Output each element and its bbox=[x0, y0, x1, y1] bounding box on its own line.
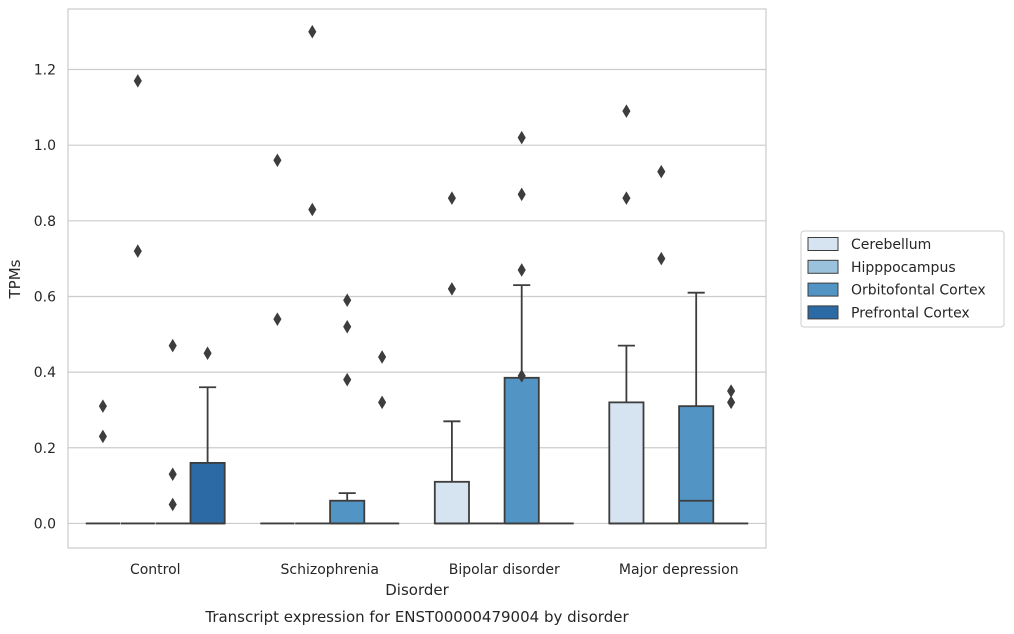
y-tick-label: 0.2 bbox=[34, 441, 56, 457]
legend-swatch bbox=[807, 259, 839, 274]
box-body bbox=[329, 499, 366, 525]
box-0-3 bbox=[189, 386, 226, 525]
x-axis-tick-labels: Control Schizophrenia Bipolar disorder Majo… bbox=[130, 562, 739, 578]
outlier-point bbox=[168, 338, 177, 353]
y-axis-title: TPMs bbox=[6, 259, 24, 299]
outliers bbox=[98, 24, 736, 512]
y-tick-label: 1.2 bbox=[34, 63, 56, 79]
outlier-point bbox=[98, 429, 107, 444]
legend-swatch bbox=[807, 305, 839, 320]
outlier-point bbox=[517, 369, 526, 383]
x-axis-title: Disorder bbox=[385, 581, 449, 599]
x-tick-label: Schizophrenia bbox=[281, 562, 379, 578]
outlier-point bbox=[727, 384, 736, 398]
outlier-point bbox=[517, 187, 526, 202]
y-tick-label: 1.0 bbox=[34, 138, 56, 154]
outlier-point bbox=[273, 312, 282, 326]
legend-label: Cerebellum bbox=[851, 237, 931, 253]
x-tick-label: Bipolar disorder bbox=[449, 562, 560, 578]
outlier-point bbox=[378, 350, 387, 364]
outlier-point bbox=[168, 497, 177, 512]
legend-label: Hipppocampus bbox=[851, 260, 956, 276]
legend-label: Orbitofontal Cortex bbox=[851, 283, 986, 299]
outlier-point bbox=[203, 346, 212, 360]
outlier-point bbox=[657, 251, 666, 266]
outlier-point bbox=[343, 293, 352, 308]
y-tick-label: 0.0 bbox=[34, 516, 56, 532]
outlier-point bbox=[133, 74, 142, 88]
y-tick-label: 0.4 bbox=[34, 365, 56, 381]
box-body bbox=[433, 480, 470, 525]
box-2-2 bbox=[503, 284, 540, 525]
outlier-point bbox=[308, 24, 317, 39]
outlier-point bbox=[98, 399, 107, 413]
box-body bbox=[608, 401, 645, 525]
y-tick-label: 0.8 bbox=[34, 214, 56, 230]
outlier-point bbox=[133, 244, 142, 258]
grid-lines bbox=[68, 68, 766, 525]
outlier-point bbox=[622, 104, 631, 118]
plot-frame bbox=[67, 8, 767, 549]
box-1-2 bbox=[329, 492, 366, 525]
boxes bbox=[85, 284, 749, 525]
legend-swatch bbox=[807, 282, 839, 297]
legend-swatch bbox=[807, 237, 839, 251]
y-axis-tick-labels: 0.0 0.2 0.4 0.6 0.8 1.0 1.2 bbox=[34, 63, 56, 533]
box-body bbox=[678, 405, 715, 525]
legend: Cerebellum Hipppocampus Orbitofontal Corte… bbox=[800, 230, 1005, 328]
box-2-0 bbox=[433, 420, 470, 525]
box-3-0 bbox=[608, 344, 645, 525]
outlier-point bbox=[273, 153, 282, 168]
chart-caption: Transcript expression for ENST0000047900… bbox=[204, 608, 629, 626]
x-tick-label: Control bbox=[130, 562, 181, 578]
outlier-point bbox=[343, 319, 352, 334]
box-body bbox=[189, 461, 226, 525]
y-tick-label: 0.6 bbox=[34, 289, 56, 305]
legend-frame bbox=[800, 230, 1005, 328]
outlier-point bbox=[657, 164, 666, 179]
x-tick-label: Major depression bbox=[619, 562, 739, 578]
outlier-point bbox=[727, 395, 736, 410]
outlier-point bbox=[517, 263, 526, 277]
outlier-point bbox=[308, 202, 317, 217]
outlier-point bbox=[447, 282, 456, 296]
outlier-point bbox=[343, 372, 352, 387]
outlier-point bbox=[447, 191, 456, 205]
legend-label: Prefrontal Cortex bbox=[851, 305, 970, 321]
outlier-point bbox=[378, 395, 387, 410]
outlier-point bbox=[517, 130, 526, 145]
outlier-point bbox=[622, 191, 631, 205]
box-body bbox=[503, 376, 540, 525]
box-3-2 bbox=[678, 291, 715, 525]
outlier-point bbox=[168, 467, 177, 482]
